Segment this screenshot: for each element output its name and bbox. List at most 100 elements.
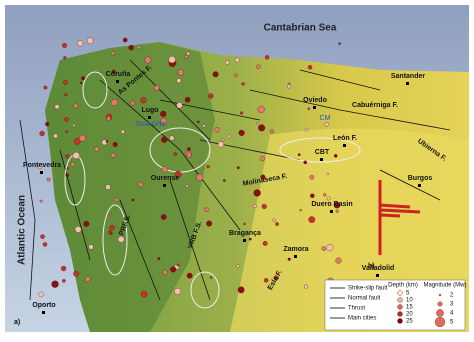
quake (262, 241, 268, 246)
city-marker (330, 210, 333, 213)
quake (128, 45, 134, 51)
quake (45, 122, 50, 127)
quake (259, 156, 266, 162)
quake (209, 276, 213, 279)
quake (174, 288, 181, 295)
city-marker (42, 311, 45, 314)
quake (94, 146, 100, 152)
quake (309, 175, 315, 180)
quake (287, 257, 291, 261)
quake (217, 141, 224, 148)
quake (153, 85, 160, 91)
quake (202, 124, 206, 128)
quake (78, 134, 86, 142)
sea-label: Atlantic Ocean (17, 195, 28, 265)
quake (144, 56, 152, 64)
quake (43, 85, 48, 90)
quake (236, 166, 240, 170)
place-label: Pontevedra (23, 162, 61, 169)
quake (186, 51, 191, 56)
quake (176, 263, 180, 267)
quake (212, 71, 219, 78)
quake (335, 209, 339, 213)
panel-label: a) (14, 319, 20, 326)
quake (109, 225, 115, 231)
quake (86, 37, 94, 45)
quake (303, 160, 307, 165)
quake (176, 78, 182, 84)
quake (161, 136, 168, 143)
quake (326, 244, 334, 252)
quake (108, 213, 113, 217)
quake (62, 279, 66, 283)
quake (131, 198, 135, 202)
depth-histogram (378, 180, 421, 255)
quake (88, 244, 94, 250)
quake (307, 65, 313, 70)
quake (248, 237, 252, 241)
quake (105, 140, 109, 143)
quake (234, 57, 240, 63)
quake (63, 80, 68, 85)
quake (130, 100, 136, 106)
quake (111, 69, 116, 74)
quake (73, 138, 81, 145)
quake (333, 201, 341, 209)
city-marker (243, 239, 246, 242)
quake (326, 196, 331, 201)
legend-label: 10 (406, 298, 413, 304)
quake (185, 184, 189, 188)
legend-label: 2 (450, 293, 454, 299)
legend-label: 5 (450, 320, 454, 326)
quake (186, 272, 193, 279)
quake (269, 129, 274, 134)
quake (258, 124, 266, 132)
quake (236, 264, 240, 268)
legend-label: Thrust (348, 306, 365, 312)
quake (74, 226, 82, 233)
depth-swatch (397, 318, 403, 324)
place-label: Valladolid (362, 265, 395, 272)
quake (160, 118, 167, 125)
quake (263, 278, 269, 283)
place-label: CBT (315, 149, 330, 156)
quake (65, 154, 70, 159)
place-label: Oporto (32, 302, 55, 309)
city-marker (116, 80, 119, 83)
quake (225, 60, 230, 65)
quake (261, 203, 267, 210)
quake (238, 129, 245, 136)
quake (303, 284, 309, 289)
quake (326, 172, 330, 175)
quake (308, 216, 316, 223)
quake (204, 207, 209, 212)
fault-label: CM (320, 115, 331, 122)
quake (257, 105, 265, 113)
city-marker (40, 171, 43, 174)
quake (120, 129, 125, 134)
quake (272, 218, 276, 222)
quake (51, 280, 59, 288)
quake (169, 135, 175, 141)
magnitude-swatch (434, 316, 446, 328)
quake (256, 64, 261, 70)
quake (321, 246, 326, 251)
legend-label: 20 (406, 312, 413, 318)
fault-label: Cabuérniga F. (352, 102, 398, 109)
quake (196, 173, 204, 181)
quake (38, 291, 44, 298)
quake (161, 166, 168, 173)
quake (241, 82, 245, 86)
quake (324, 122, 329, 127)
quake (208, 93, 214, 99)
place-label: Burgos (408, 175, 433, 182)
quake (81, 76, 86, 81)
magnitude-swatch (437, 301, 443, 307)
quake (275, 222, 279, 226)
quake (174, 170, 182, 178)
depth-swatch (397, 304, 403, 310)
quake (66, 167, 70, 170)
legend-label: 5 (406, 291, 410, 297)
city-marker (320, 158, 323, 161)
